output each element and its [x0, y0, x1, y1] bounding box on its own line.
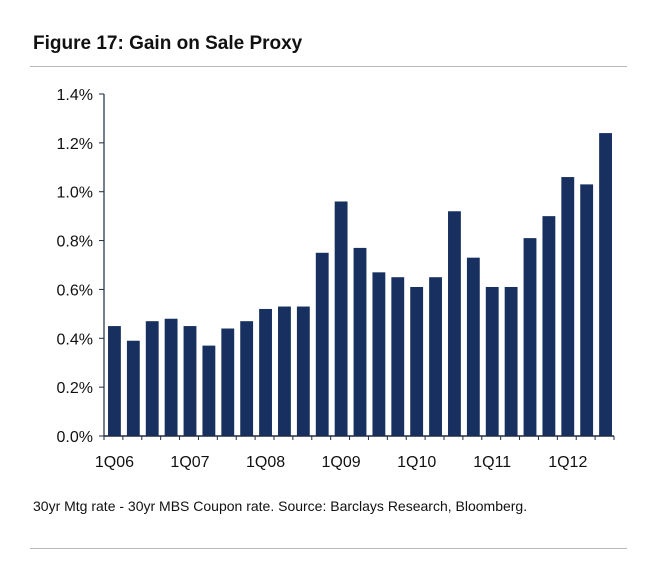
bar-3Q06 [145, 321, 159, 436]
y-axis-ticks: 0.0% 0.2% 0.4% 0.6% 0.8% 1.0% 1.2% 1.4% [57, 87, 104, 446]
bar-1Q11 [485, 286, 499, 436]
bottom-divider [30, 548, 627, 549]
bar-chart: 0.0%0.2%0.4%0.6%0.8%1.0%1.2%1.4% 1Q06 1Q0… [57, 87, 615, 471]
y-tick-label: 1.0% [57, 185, 93, 202]
y-tick-label: 1.2% [57, 136, 93, 153]
bar-3Q09 [372, 272, 386, 436]
y-tick-label: 0.4% [57, 331, 93, 348]
bar-1Q08 [259, 308, 272, 436]
bar-2Q08 [278, 306, 291, 436]
bar-3Q12 [599, 133, 612, 437]
bar-1Q07 [183, 326, 197, 436]
figure-title: Figure 17: Gain on Sale Proxy [33, 33, 303, 54]
x-tick-label-1Q09: 1Q09 [322, 454, 361, 471]
x-tick-label-1Q12: 1Q12 [548, 454, 587, 471]
chart-footnote: 30yr Mtg rate - 30yr MBS Coupon rate. So… [33, 498, 528, 514]
bar-4Q09 [391, 277, 405, 436]
bar-2Q09 [353, 247, 367, 436]
y-tick-label: 0.0% [57, 429, 93, 446]
x-tick-label-1Q06: 1Q06 [95, 454, 134, 471]
bar-4Q11 [542, 216, 556, 436]
bar-3Q07 [221, 328, 235, 436]
y-tick-label: 0.2% [57, 380, 93, 397]
bar-2Q07 [202, 345, 216, 436]
bar-3Q10 [448, 211, 461, 436]
x-tick-label-1Q07: 1Q07 [170, 454, 209, 471]
bar-2Q12 [580, 184, 594, 436]
bar-4Q08 [315, 252, 329, 436]
title-divider [30, 66, 627, 67]
bar-2Q06 [126, 340, 140, 436]
bar-4Q06 [164, 318, 178, 436]
x-axis-ticks: 1Q06 1Q07 1Q08 1Q09 1Q10 1Q11 1Q12 [95, 436, 615, 471]
bar-series [108, 133, 612, 437]
bar-3Q08 [296, 306, 310, 436]
bar-2Q11 [504, 286, 518, 436]
bar-1Q06 [108, 326, 121, 436]
bar-2Q10 [429, 277, 442, 436]
bar-4Q07 [240, 321, 254, 436]
bar-3Q11 [523, 238, 537, 436]
bar-1Q10 [410, 286, 424, 436]
y-tick-label: 0.6% [57, 282, 93, 299]
bar-1Q12 [561, 177, 575, 437]
bar-1Q09 [334, 201, 348, 436]
y-tick-label: 1.4% [57, 87, 93, 104]
x-tick-label-1Q11: 1Q11 [473, 454, 511, 471]
x-tick-label-1Q08: 1Q08 [246, 454, 285, 471]
bar-4Q10 [466, 257, 480, 436]
y-tick-label: 0.8% [57, 234, 93, 251]
x-tick-label-1Q10: 1Q10 [397, 454, 436, 471]
